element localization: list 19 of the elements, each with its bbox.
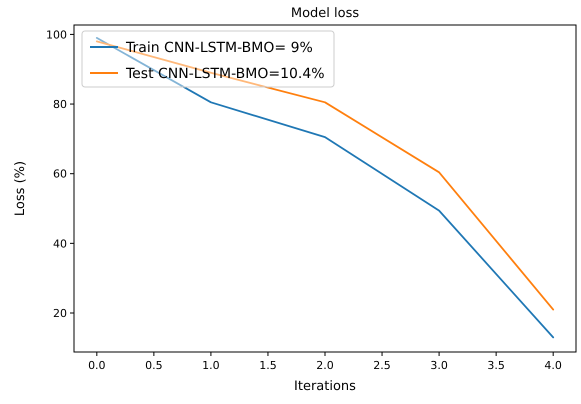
x-tick-label: 0.5 <box>145 359 163 372</box>
x-tick-label: 1.5 <box>259 359 277 372</box>
chart-title: Model loss <box>290 6 360 21</box>
y-tick-label: 100 <box>46 28 67 42</box>
y-tick-label: 40 <box>53 237 67 250</box>
x-tick-label: 1.0 <box>202 359 220 372</box>
y-axis-title: Loss (%) <box>13 160 28 216</box>
legend-label: Train CNN-LSTM-BMO= 9% <box>125 40 313 56</box>
legend-label: Test CNN-LSTM-BMO=10.4% <box>125 66 325 82</box>
y-tick-label: 80 <box>53 98 67 112</box>
x-tick-label: 2.0 <box>316 359 334 372</box>
x-tick-label: 2.5 <box>373 359 391 372</box>
x-axis-title: Iterations <box>294 379 356 394</box>
y-tick-label: 60 <box>53 168 67 181</box>
x-tick-label: 4.0 <box>544 359 562 372</box>
y-tick-label: 20 <box>53 306 67 320</box>
x-tick-label: 3.0 <box>430 359 448 372</box>
x-tick-label: 3.5 <box>487 359 505 372</box>
x-tick-label: 0.0 <box>88 359 106 372</box>
